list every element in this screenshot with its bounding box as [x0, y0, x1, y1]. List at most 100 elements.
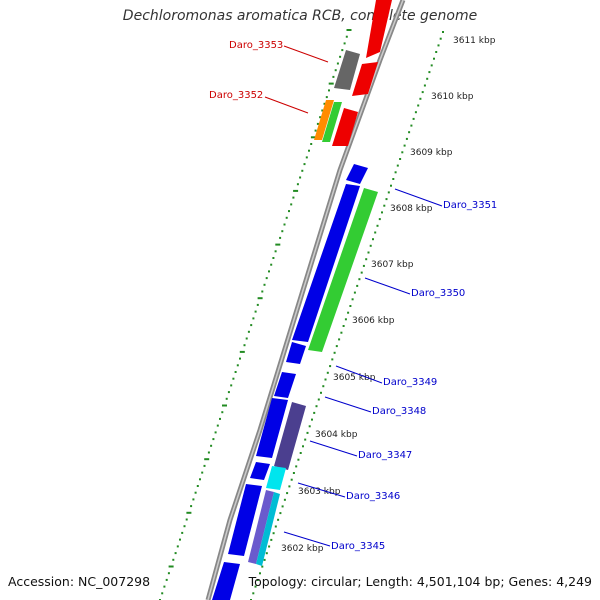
guide-dot-right	[270, 538, 273, 541]
guide-dot-right	[401, 151, 404, 154]
gene-daro-3352-orange[interactable]	[314, 100, 334, 140]
guide-dot-right	[279, 512, 282, 515]
guide-dot-left	[301, 169, 304, 172]
guide-dot-right	[286, 492, 289, 495]
label-daro-3346[interactable]: Daro_3346	[346, 491, 400, 502]
guide-dot-right	[385, 198, 388, 201]
guide-dot-right	[351, 298, 354, 301]
gene-daro-3346[interactable]	[266, 466, 286, 490]
guide-dot-right	[372, 238, 374, 241]
guide-dot-left	[310, 143, 313, 145]
label-daro-3349[interactable]: Daro_3349	[383, 377, 437, 388]
gene-daro-3347[interactable]	[274, 402, 306, 470]
leader-daro-3350	[364, 277, 411, 295]
label-daro-3353[interactable]: Daro_3353	[229, 40, 283, 51]
guide-dot-right	[433, 57, 435, 60]
leader-daro-3347	[309, 440, 358, 457]
guide-dot-left	[305, 156, 308, 159]
guide-dot-right	[426, 77, 429, 80]
guide-dot-right	[252, 592, 255, 595]
guide-dot-right	[439, 37, 442, 40]
gene-blue-7[interactable]	[228, 484, 262, 556]
guide-dot-right	[356, 284, 359, 287]
tick-label: 3602 kbp	[281, 544, 324, 554]
guide-dot-left	[283, 223, 286, 226]
guide-dot-right	[281, 505, 284, 508]
gene-daro-3353[interactable]	[334, 50, 360, 90]
guide-dot-right	[256, 579, 259, 581]
guide-dot-right	[390, 184, 392, 187]
guide-dot-right	[322, 385, 325, 388]
guide-dot-left	[265, 277, 268, 280]
guide-dot-left	[261, 290, 264, 293]
guide-dot-left	[185, 518, 188, 521]
label-daro-3347[interactable]: Daro_3347	[358, 450, 412, 461]
gene-daro-3345-cyan[interactable]	[256, 492, 280, 566]
guide-dot-left	[332, 75, 335, 78]
guide-dot-right	[423, 84, 426, 87]
gene-features	[212, 0, 392, 600]
guide-dot-right	[254, 585, 257, 588]
guide-dot-left	[230, 384, 233, 387]
guide-dot-left	[256, 303, 259, 306]
guide-dot-left	[222, 404, 227, 407]
guide-dot-left	[163, 585, 166, 588]
gene-blue-3[interactable]	[286, 342, 306, 364]
guide-dot-right	[394, 171, 397, 174]
guide-dot-left	[328, 82, 334, 85]
guide-dot-right	[299, 452, 302, 454]
guide-dot-left	[219, 417, 221, 420]
guide-dot-left	[296, 183, 299, 186]
guide-dot-right	[353, 291, 356, 294]
guide-dot-right	[335, 345, 338, 348]
gene-blue-1[interactable]	[346, 164, 368, 184]
guide-dot-right	[396, 164, 399, 167]
gene-daro-3352-green[interactable]	[322, 102, 342, 142]
guide-dot-left	[254, 310, 257, 313]
guide-dot-left	[270, 263, 273, 266]
guide-dot-right	[408, 131, 411, 134]
guide-dot-right	[412, 117, 415, 120]
gene-blue-4[interactable]	[274, 372, 296, 398]
gene-blue-8[interactable]	[212, 562, 240, 600]
gene-daro-3345-purple[interactable]	[248, 490, 274, 564]
backbone-highlight	[207, 0, 404, 600]
tick-label: 3610 kbp	[431, 92, 474, 102]
guide-dot-left	[272, 257, 275, 259]
guide-dot-right	[297, 458, 300, 461]
guide-dot-right	[381, 211, 383, 214]
label-daro-3352[interactable]: Daro_3352	[209, 90, 263, 101]
gene-blue-5[interactable]	[256, 398, 288, 458]
gene-red-lower[interactable]	[332, 108, 358, 146]
guide-dot-left	[250, 324, 253, 327]
label-daro-3348[interactable]: Daro_3348	[372, 406, 426, 417]
gene-red-top[interactable]	[366, 0, 392, 58]
gene-blue-2[interactable]	[292, 184, 360, 342]
guide-dot-left	[310, 136, 316, 139]
guide-dot-left	[236, 364, 239, 367]
guide-dot-left	[316, 122, 319, 125]
label-daro-3351[interactable]: Daro_3351	[443, 200, 497, 211]
tick-label: 3608 kbp	[390, 204, 433, 214]
tick-label: 3604 kbp	[315, 430, 358, 440]
guide-dot-left	[201, 471, 204, 474]
guide-dot-left	[225, 397, 228, 400]
guide-dot-right	[376, 224, 379, 227]
guide-dot-left	[186, 511, 192, 514]
label-daro-3345[interactable]: Daro_3345	[331, 541, 385, 552]
guide-dot-left	[239, 350, 245, 353]
label-daro-3350[interactable]: Daro_3350	[411, 288, 465, 299]
guide-dot-right	[338, 338, 341, 341]
gene-blue-6[interactable]	[250, 462, 270, 480]
guide-dot-right	[292, 472, 295, 474]
gene-daro-3350[interactable]	[308, 188, 378, 352]
guide-dot-left	[321, 109, 324, 112]
guide-dot-left	[336, 62, 339, 65]
guide-dot-right	[333, 351, 336, 354]
gene-red-upper[interactable]	[352, 62, 378, 96]
tick-label: 3605 kbp	[333, 373, 376, 383]
leader-daro-3348	[324, 396, 372, 413]
guide-dot-left	[263, 283, 266, 286]
guide-dot-right	[383, 204, 386, 207]
guide-dot-left	[161, 592, 164, 595]
